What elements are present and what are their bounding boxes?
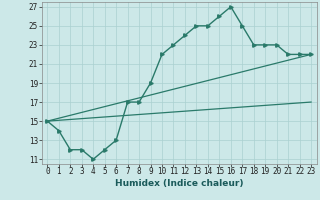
X-axis label: Humidex (Indice chaleur): Humidex (Indice chaleur) xyxy=(115,179,244,188)
